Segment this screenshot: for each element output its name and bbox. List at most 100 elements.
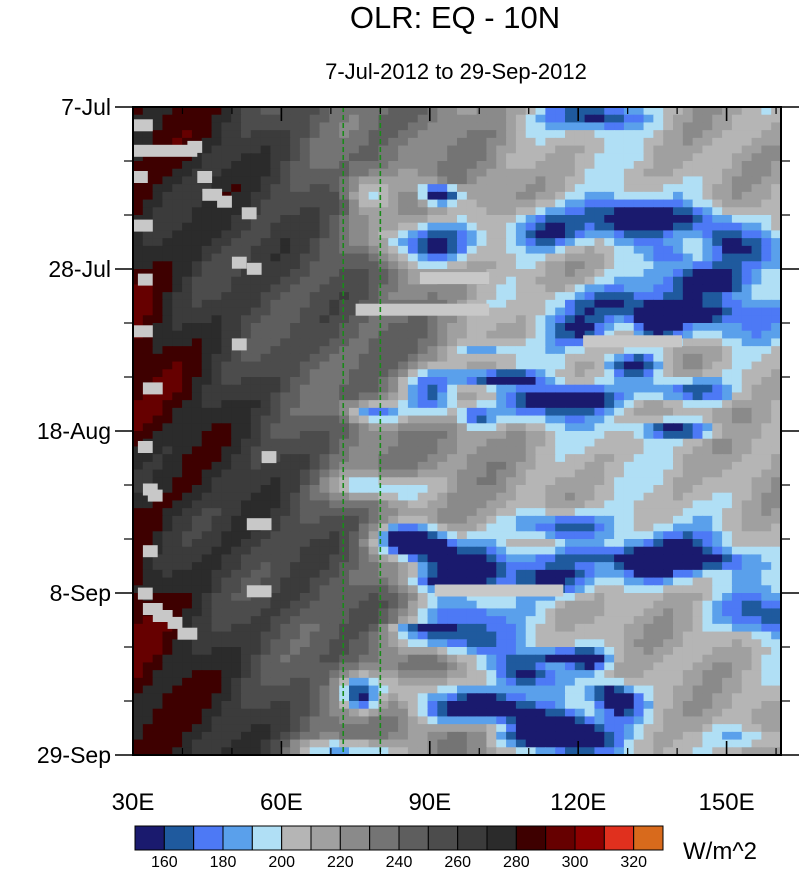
field-cell: [643, 107, 654, 116]
field-cell: [584, 269, 596, 278]
field-cell: [555, 153, 566, 162]
field-cell: [702, 176, 713, 185]
field-cell: [388, 253, 399, 262]
field-cell: [221, 145, 232, 154]
field-cell: [722, 546, 733, 556]
field-cell: [663, 546, 674, 556]
field-cell: [712, 292, 723, 301]
field-cell: [663, 423, 674, 432]
field-cell: [417, 554, 429, 563]
field-cell: [722, 137, 733, 147]
field-cell: [574, 569, 586, 579]
field-cell: [437, 377, 448, 386]
field-cell: [211, 330, 222, 340]
field-cell: [133, 654, 144, 664]
field-cell: [525, 153, 537, 162]
field-cell: [525, 539, 537, 548]
field-cell: [574, 377, 586, 386]
field-cell: [476, 623, 488, 633]
field-cell: [614, 554, 625, 563]
field-cell: [339, 253, 350, 262]
field-cell: [339, 130, 350, 139]
field-cell: [427, 415, 438, 424]
field-cell: [751, 670, 762, 679]
field-cell: [633, 647, 645, 656]
field-cell: [221, 631, 232, 640]
field-cell: [466, 577, 478, 586]
field-cell: [594, 508, 605, 517]
field-cell: [133, 299, 144, 309]
field-cell: [771, 384, 781, 394]
field-cell: [358, 253, 370, 262]
field-cell: [663, 515, 674, 525]
field-cell: [673, 207, 684, 216]
field-cell: [231, 577, 242, 586]
field-cell: [250, 184, 262, 193]
field-cell: [319, 623, 330, 633]
field-cell: [633, 261, 645, 270]
field-cell: [182, 438, 193, 448]
field-cell: [250, 330, 262, 340]
field-cell: [388, 577, 399, 586]
field-cell: [191, 199, 203, 208]
field-cell: [241, 315, 252, 324]
field-cell: [722, 161, 733, 170]
field-cell: [692, 654, 704, 664]
field-cell: [565, 415, 576, 424]
field-cell: [182, 400, 193, 409]
field-cell: [751, 608, 762, 617]
field-cell: [751, 508, 762, 517]
field-cell: [623, 662, 635, 671]
field-cell: [653, 569, 664, 579]
field-cell: [368, 577, 380, 586]
field-cell: [643, 438, 654, 448]
field-cell: [535, 161, 546, 170]
field-cell: [653, 184, 664, 193]
field-cell: [653, 384, 664, 394]
field-cell: [751, 400, 762, 409]
field-cell: [682, 137, 694, 147]
field-cell: [663, 639, 674, 648]
field-cell: [162, 384, 173, 394]
field-cell: [299, 554, 311, 563]
field-cell: [506, 407, 517, 417]
field-cell: [329, 338, 340, 347]
field-cell: [172, 562, 183, 571]
field-cell: [398, 461, 409, 471]
field-cell: [299, 299, 311, 309]
field-cell: [623, 546, 635, 556]
field-cell: [515, 431, 527, 440]
field-cell: [270, 600, 281, 610]
field-cell: [299, 238, 311, 247]
field-cell: [692, 631, 704, 640]
field-cell: [231, 454, 242, 463]
field-cell: [407, 130, 419, 139]
field-cell: [525, 631, 537, 640]
field-cell: [515, 238, 527, 247]
field-cell: [211, 161, 222, 170]
field-cell: [506, 485, 517, 494]
field-cell: [761, 307, 772, 316]
field-cell: [555, 569, 566, 579]
field-cell: [535, 307, 546, 316]
field-cell: [722, 230, 733, 239]
field-cell: [201, 662, 213, 671]
field-cell: [309, 384, 321, 394]
field-cell: [378, 215, 389, 224]
field-cell: [623, 107, 635, 116]
field-cell: [319, 153, 330, 162]
field-cell: [191, 338, 203, 347]
field-cell: [731, 269, 743, 278]
field-cell: [427, 677, 438, 687]
field-cell: [329, 670, 340, 679]
field-cell: [741, 461, 753, 471]
field-cell: [398, 662, 409, 671]
field-cell: [260, 654, 272, 664]
field-cell: [741, 161, 753, 170]
field-cell: [250, 639, 262, 648]
field-cell: [358, 415, 370, 424]
field-cell: [299, 593, 311, 602]
field-cell: [152, 215, 164, 224]
field-cell: [633, 616, 645, 625]
field-cell: [496, 531, 507, 540]
